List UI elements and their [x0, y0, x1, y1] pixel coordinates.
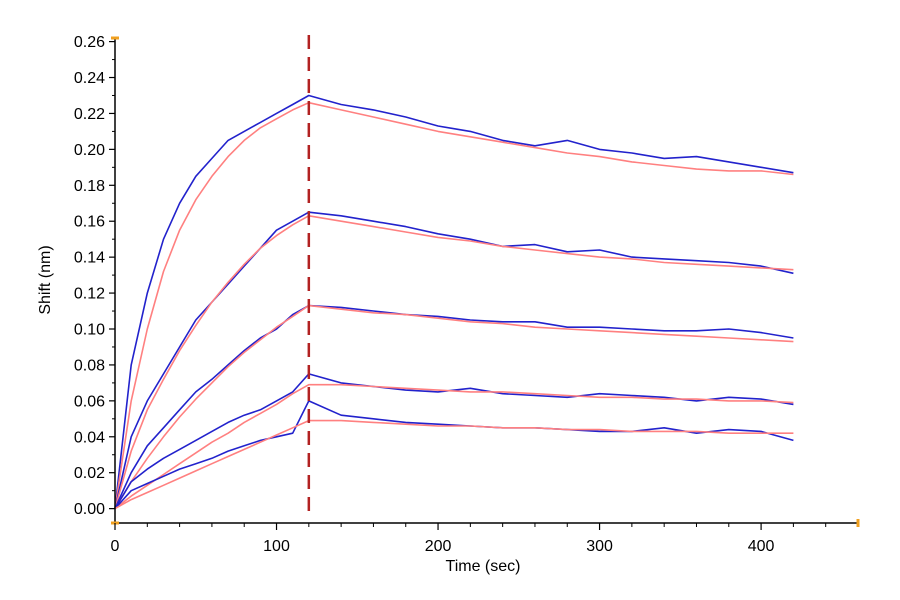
x-tick-label: 200 — [425, 538, 452, 555]
y-tick-label: 0.10 — [74, 322, 105, 339]
y-tick-label: 0.18 — [74, 178, 105, 195]
y-tick-label: 0.06 — [74, 393, 105, 410]
y-tick-label: 0.22 — [74, 106, 105, 123]
y-tick-label: 0.26 — [74, 34, 105, 51]
fit-curve-line — [114, 101, 794, 509]
x-axis-label: Time (sec) — [446, 558, 521, 575]
y-axis-label: Shift (nm) — [37, 245, 54, 314]
x-tick-label: 100 — [263, 538, 290, 555]
measured-trace-line — [114, 304, 794, 509]
y-tick-label: 0.12 — [74, 286, 105, 303]
measured-trace-line — [114, 400, 794, 510]
y-tick-label: 0.20 — [74, 142, 105, 159]
axes: 0.00 0.02 0.04 0.06 0.08 0.10 0.12 0.14 0.16 0.18… — [74, 34, 860, 555]
y-tick-label: 0.16 — [74, 214, 105, 231]
y-tick-label: 0.00 — [74, 501, 105, 518]
fit-curve-line — [114, 383, 794, 510]
y-tick-label: 0.04 — [74, 429, 105, 446]
fit-curve-line — [114, 304, 794, 510]
y-tick-label: 0.24 — [74, 70, 105, 87]
y-tick-label: 0.08 — [74, 357, 105, 374]
measured-trace-line — [114, 211, 794, 509]
fit-curve-line — [114, 419, 794, 510]
y-tick-label: 0.14 — [74, 250, 105, 267]
x-tick-label: 0 — [111, 538, 120, 555]
y-tick-label: 0.02 — [74, 465, 105, 482]
x-tick-label: 300 — [586, 538, 613, 555]
x-tick-label: 400 — [748, 538, 775, 555]
measured-trace-line — [114, 373, 794, 510]
measured-trace-line — [114, 94, 794, 509]
plot-area — [114, 35, 794, 515]
fit-curve-line — [114, 215, 794, 509]
